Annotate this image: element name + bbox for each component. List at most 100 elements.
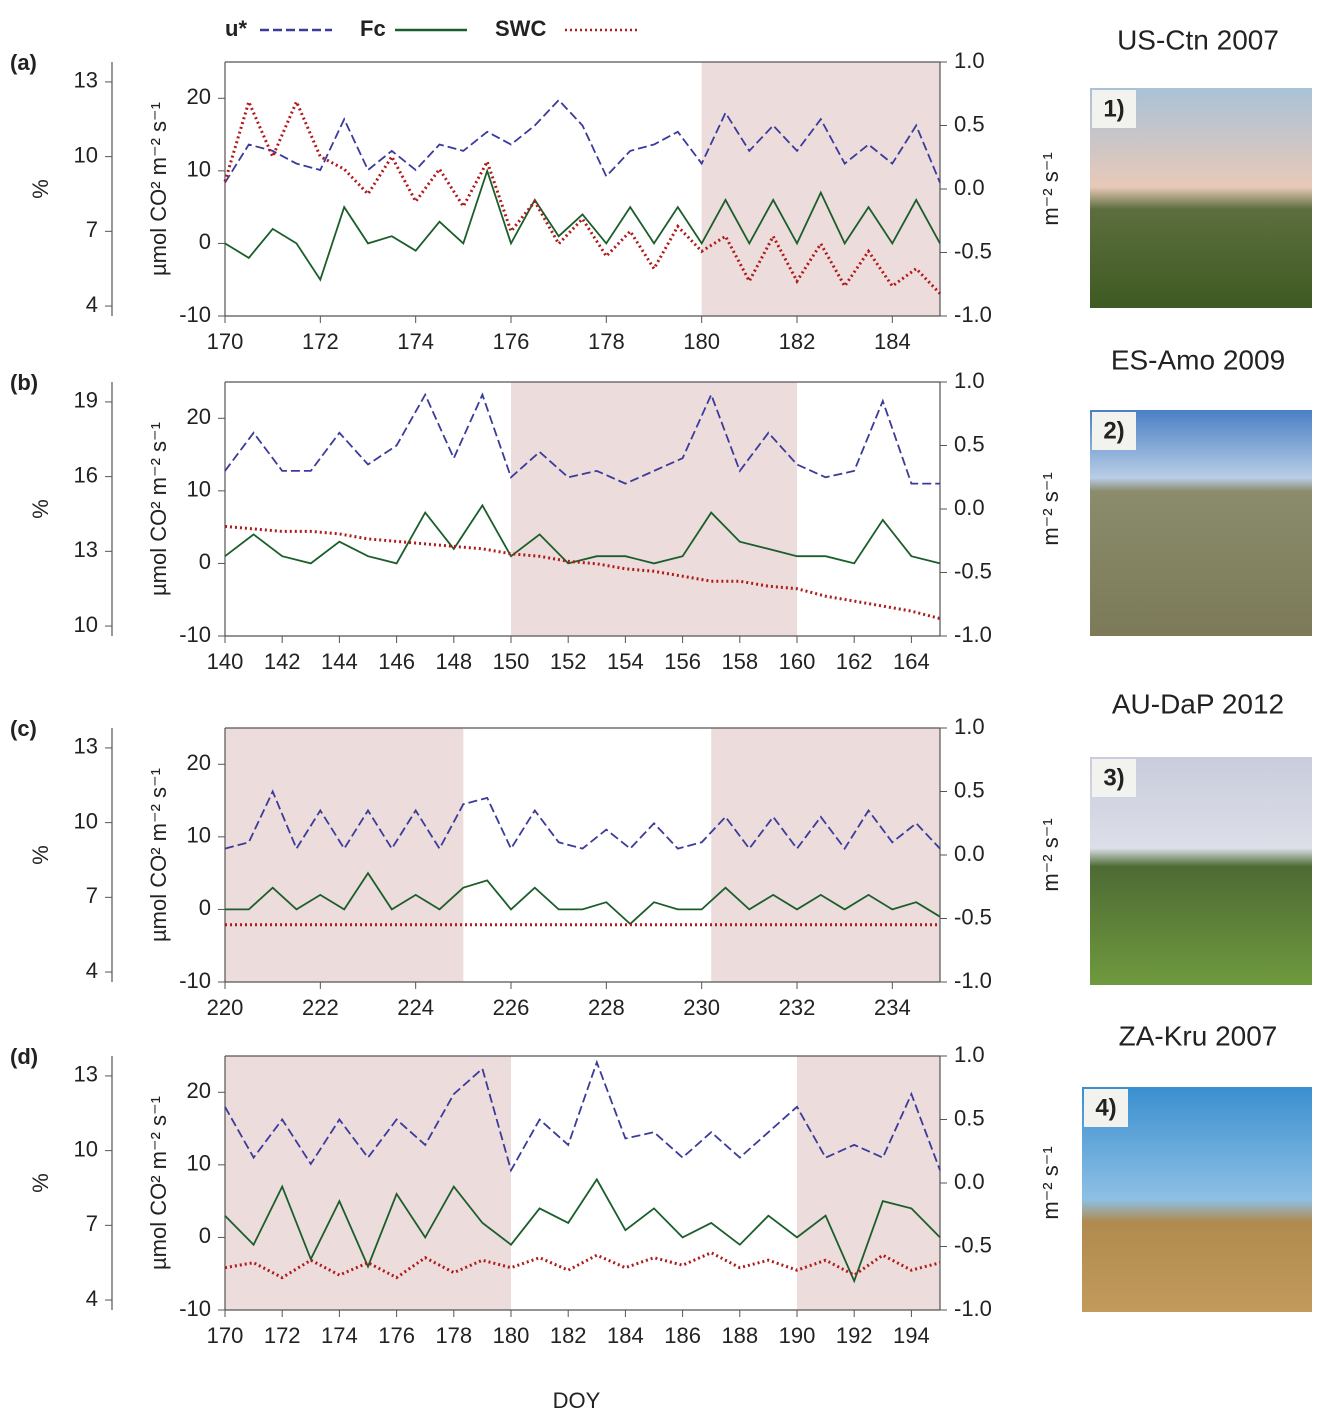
panel-label: (b)	[10, 370, 38, 395]
y3-tick-label: 16	[74, 462, 98, 487]
x-tick-label: 176	[493, 329, 530, 354]
photo-label: 3)	[1103, 764, 1124, 791]
x-tick-label: 188	[721, 1323, 758, 1348]
x-tick-label: 142	[264, 649, 301, 674]
x-tick-label: 224	[397, 995, 434, 1020]
y-tick-label: 20	[187, 404, 211, 429]
x-tick-label: 222	[302, 995, 339, 1020]
y-tick-label: -10	[179, 968, 211, 993]
y2-tick-label: -0.5	[954, 1232, 992, 1257]
x-tick-label: 180	[683, 329, 720, 354]
y3-tick-label: 13	[74, 68, 98, 93]
y-tick-label: -10	[179, 1296, 211, 1321]
series-line	[224, 168, 941, 282]
highlight-range	[225, 1056, 511, 1310]
photo-label-box	[1092, 90, 1136, 128]
y2-axis-label: m⁻² s⁻¹	[1038, 472, 1063, 545]
series-line	[224, 1059, 941, 1173]
y3-tick-label: 7	[86, 217, 98, 242]
x-tick-label: 178	[588, 329, 625, 354]
site-title: ZA-Kru 2007	[1119, 1020, 1278, 1051]
x-tick-label: 220	[207, 995, 244, 1020]
y3-axis-label: %	[28, 499, 53, 519]
panel-label: (d)	[10, 1044, 38, 1069]
site-title: US-Ctn 2007	[1117, 24, 1279, 55]
x-tick-label: 194	[893, 1323, 930, 1348]
series-line	[224, 392, 940, 485]
y3-tick-label: 4	[86, 1286, 98, 1311]
site-title: ES-Amo 2009	[1111, 344, 1285, 375]
y-tick-label: -10	[179, 622, 211, 647]
y-axis-label: µmol CO² m⁻² s⁻¹	[146, 768, 171, 942]
panel-label: (a)	[10, 50, 37, 75]
y2-tick-label: 0.0	[954, 1169, 985, 1194]
y2-tick-label: 0.5	[954, 1105, 985, 1130]
y3-tick-label: 4	[86, 958, 98, 983]
y2-tick-label: -0.5	[954, 558, 992, 583]
y2-tick-label: -1.0	[954, 968, 992, 993]
x-tick-label: 158	[721, 649, 758, 674]
photo-label-box	[1092, 412, 1136, 450]
panel-label: (c)	[10, 716, 37, 741]
x-tick-label: 164	[893, 649, 930, 674]
y3-tick-label: 13	[74, 734, 98, 759]
y2-tick-label: 0.5	[954, 111, 985, 136]
y3-axis-label: %	[28, 845, 53, 865]
y2-tick-label: 0.0	[954, 175, 985, 200]
highlight-range	[797, 1056, 940, 1310]
series-line	[224, 503, 941, 565]
y-tick-label: -10	[179, 302, 211, 327]
x-tick-label: 184	[874, 329, 911, 354]
y2-tick-label: 0.5	[954, 777, 985, 802]
y2-tick-label: 0.5	[954, 431, 985, 456]
x-tick-label: 162	[836, 649, 873, 674]
photo-label-box	[1084, 1089, 1128, 1127]
x-tick-label: 174	[397, 329, 434, 354]
highlight-range	[511, 382, 797, 636]
y-tick-label: 0	[199, 549, 211, 574]
legend-label: Fc	[360, 16, 386, 41]
series-line	[224, 1177, 941, 1284]
y2-axis-label: m⁻² s⁻¹	[1038, 152, 1063, 225]
y-tick-label: 10	[187, 823, 211, 848]
x-tick-label: 152	[550, 649, 587, 674]
photo-label: 1)	[1103, 95, 1124, 122]
y-axis-label: µmol CO² m⁻² s⁻¹	[146, 102, 171, 276]
highlight-range	[701, 62, 940, 316]
y3-axis-label: %	[28, 179, 53, 199]
y3-tick-label: 19	[74, 388, 98, 413]
legend-label: SWC	[495, 16, 546, 41]
x-tick-label: 184	[607, 1323, 644, 1348]
x-tick-label: 148	[435, 649, 472, 674]
photo-label-box	[1092, 759, 1136, 797]
site-title: AU-DaP 2012	[1112, 688, 1284, 719]
y-tick-label: 20	[187, 84, 211, 109]
y3-tick-label: 10	[74, 142, 98, 167]
x-tick-label: 178	[435, 1323, 472, 1348]
y-tick-label: 0	[199, 895, 211, 920]
x-tick-label: 150	[493, 649, 530, 674]
y2-tick-label: 1.0	[954, 48, 985, 73]
y-tick-label: 0	[199, 229, 211, 254]
y2-tick-label: -1.0	[954, 302, 992, 327]
y2-axis-label: m⁻² s⁻¹	[1038, 1146, 1063, 1219]
y2-tick-label: -1.0	[954, 1296, 992, 1321]
y-tick-label: 20	[187, 1078, 211, 1103]
x-tick-label: 146	[378, 649, 415, 674]
x-tick-label: 172	[302, 329, 339, 354]
y-tick-label: 10	[187, 1151, 211, 1176]
x-tick-label: 234	[874, 995, 911, 1020]
x-tick-label: 154	[607, 649, 644, 674]
x-tick-label: 180	[493, 1323, 530, 1348]
y3-tick-label: 10	[74, 1136, 98, 1161]
x-tick-label: 186	[664, 1323, 701, 1348]
y3-tick-label: 13	[74, 537, 98, 562]
x-tick-label: 160	[779, 649, 816, 674]
highlight-range	[711, 728, 940, 982]
y-axis-label: µmol CO² m⁻² s⁻¹	[146, 422, 171, 596]
x-tick-label: 174	[321, 1323, 358, 1348]
x-tick-label: 232	[779, 995, 816, 1020]
series-line	[224, 98, 941, 184]
y2-tick-label: -1.0	[954, 622, 992, 647]
